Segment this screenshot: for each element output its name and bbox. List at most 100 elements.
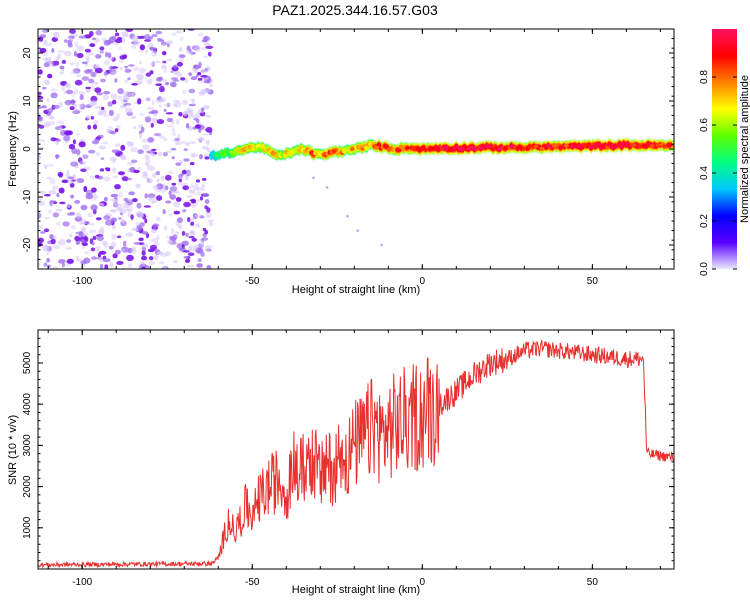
noise-dot bbox=[151, 34, 158, 38]
noise-dot bbox=[193, 46, 201, 52]
noise-dot bbox=[85, 114, 91, 120]
noise-dot bbox=[188, 188, 192, 195]
noise-dot bbox=[100, 78, 106, 83]
noise-dot bbox=[164, 251, 171, 257]
noise-dot bbox=[191, 238, 197, 242]
noise-dot bbox=[67, 40, 72, 47]
noise-dot bbox=[197, 258, 202, 262]
noise-dot bbox=[112, 42, 119, 45]
snr-x-ticks: -100 -50 0 50 bbox=[47, 330, 661, 588]
noise-dot bbox=[178, 160, 183, 164]
noise-dot bbox=[148, 256, 154, 261]
noise-dot bbox=[104, 264, 109, 269]
noise-dot bbox=[153, 241, 160, 246]
noise-dot bbox=[163, 224, 168, 231]
noise-dot bbox=[159, 85, 165, 93]
noise-dot bbox=[55, 140, 59, 145]
noise-dot bbox=[145, 97, 152, 102]
snr-line bbox=[38, 339, 674, 569]
noise-dot bbox=[200, 196, 203, 201]
noise-dot bbox=[139, 35, 146, 39]
noise-dot bbox=[68, 176, 75, 179]
noise-dot bbox=[92, 124, 98, 130]
colorbar-tick-label: 0.8 bbox=[699, 70, 710, 84]
noise-dot bbox=[148, 47, 157, 50]
noise-dot bbox=[165, 81, 170, 86]
noise-dot bbox=[188, 184, 195, 189]
noise-dot bbox=[111, 149, 120, 153]
noise-dot bbox=[91, 241, 95, 246]
noise-dot bbox=[162, 60, 167, 64]
noise-dot bbox=[155, 77, 162, 82]
noise-dot bbox=[173, 260, 178, 264]
noise-dot bbox=[95, 30, 103, 36]
noise-dot bbox=[126, 254, 134, 262]
spectrogram-ridge-layer bbox=[209, 136, 674, 247]
noise-dot bbox=[53, 265, 58, 269]
ridge-peak bbox=[502, 147, 508, 150]
noise-dot bbox=[66, 239, 72, 243]
noise-dot bbox=[71, 99, 76, 106]
noise-dot bbox=[188, 103, 196, 107]
noise-dot bbox=[103, 176, 111, 182]
noise-dot bbox=[72, 139, 76, 145]
noise-dot bbox=[109, 65, 113, 72]
noise-dot bbox=[40, 231, 46, 234]
noise-dot bbox=[176, 217, 183, 224]
noise-dot bbox=[197, 77, 203, 81]
stray-point bbox=[356, 229, 360, 232]
snr-y-label: SNR (10 * v/v) bbox=[7, 415, 19, 485]
noise-dot bbox=[93, 64, 99, 69]
noise-dot bbox=[124, 107, 133, 114]
noise-dot bbox=[55, 154, 59, 160]
noise-dot bbox=[205, 245, 214, 249]
noise-dot bbox=[43, 62, 50, 68]
noise-dot bbox=[153, 113, 158, 117]
noise-dot bbox=[202, 89, 211, 93]
noise-dot bbox=[172, 103, 178, 107]
noise-dot bbox=[93, 119, 99, 125]
noise-dot bbox=[110, 217, 118, 223]
noise-dot bbox=[78, 231, 84, 237]
noise-dot bbox=[38, 91, 42, 96]
ridge-peak bbox=[447, 147, 453, 151]
snr-y-ticks: 1000 2000 3000 4000 5000 bbox=[22, 329, 674, 562]
noise-dot bbox=[49, 200, 57, 203]
noise-dot bbox=[195, 74, 199, 78]
noise-dot bbox=[123, 96, 131, 101]
noise-dot bbox=[111, 71, 117, 75]
noise-dot bbox=[74, 235, 81, 242]
noise-dot bbox=[174, 137, 181, 141]
noise-dot bbox=[85, 86, 92, 90]
noise-dot bbox=[114, 78, 118, 83]
noise-dot bbox=[91, 100, 98, 106]
noise-dot bbox=[200, 252, 205, 257]
noise-dot bbox=[112, 99, 117, 105]
noise-dot bbox=[207, 51, 212, 57]
noise-dot bbox=[205, 126, 213, 133]
noise-dot bbox=[124, 65, 128, 69]
noise-dot bbox=[108, 109, 114, 117]
noise-dot bbox=[171, 156, 175, 160]
noise-dot bbox=[99, 263, 104, 269]
noise-dot bbox=[51, 60, 60, 66]
noise-dot bbox=[74, 79, 83, 86]
noise-dot bbox=[150, 152, 156, 158]
noise-dot bbox=[187, 252, 195, 256]
noise-dot bbox=[146, 106, 154, 111]
noise-dot bbox=[56, 138, 61, 142]
noise-dot bbox=[141, 138, 149, 143]
noise-dot bbox=[144, 193, 148, 199]
noise-dot bbox=[59, 125, 63, 131]
noise-dot bbox=[166, 235, 171, 238]
noise-dot bbox=[45, 43, 53, 46]
noise-dot bbox=[181, 140, 187, 145]
noise-dot bbox=[162, 183, 166, 190]
ridge-peak bbox=[404, 146, 410, 150]
noise-dot bbox=[163, 266, 167, 269]
noise-dot bbox=[182, 255, 189, 260]
noise-dot bbox=[162, 152, 168, 157]
noise-dot bbox=[160, 78, 168, 82]
noise-dot bbox=[53, 32, 60, 39]
noise-dot bbox=[138, 237, 144, 242]
